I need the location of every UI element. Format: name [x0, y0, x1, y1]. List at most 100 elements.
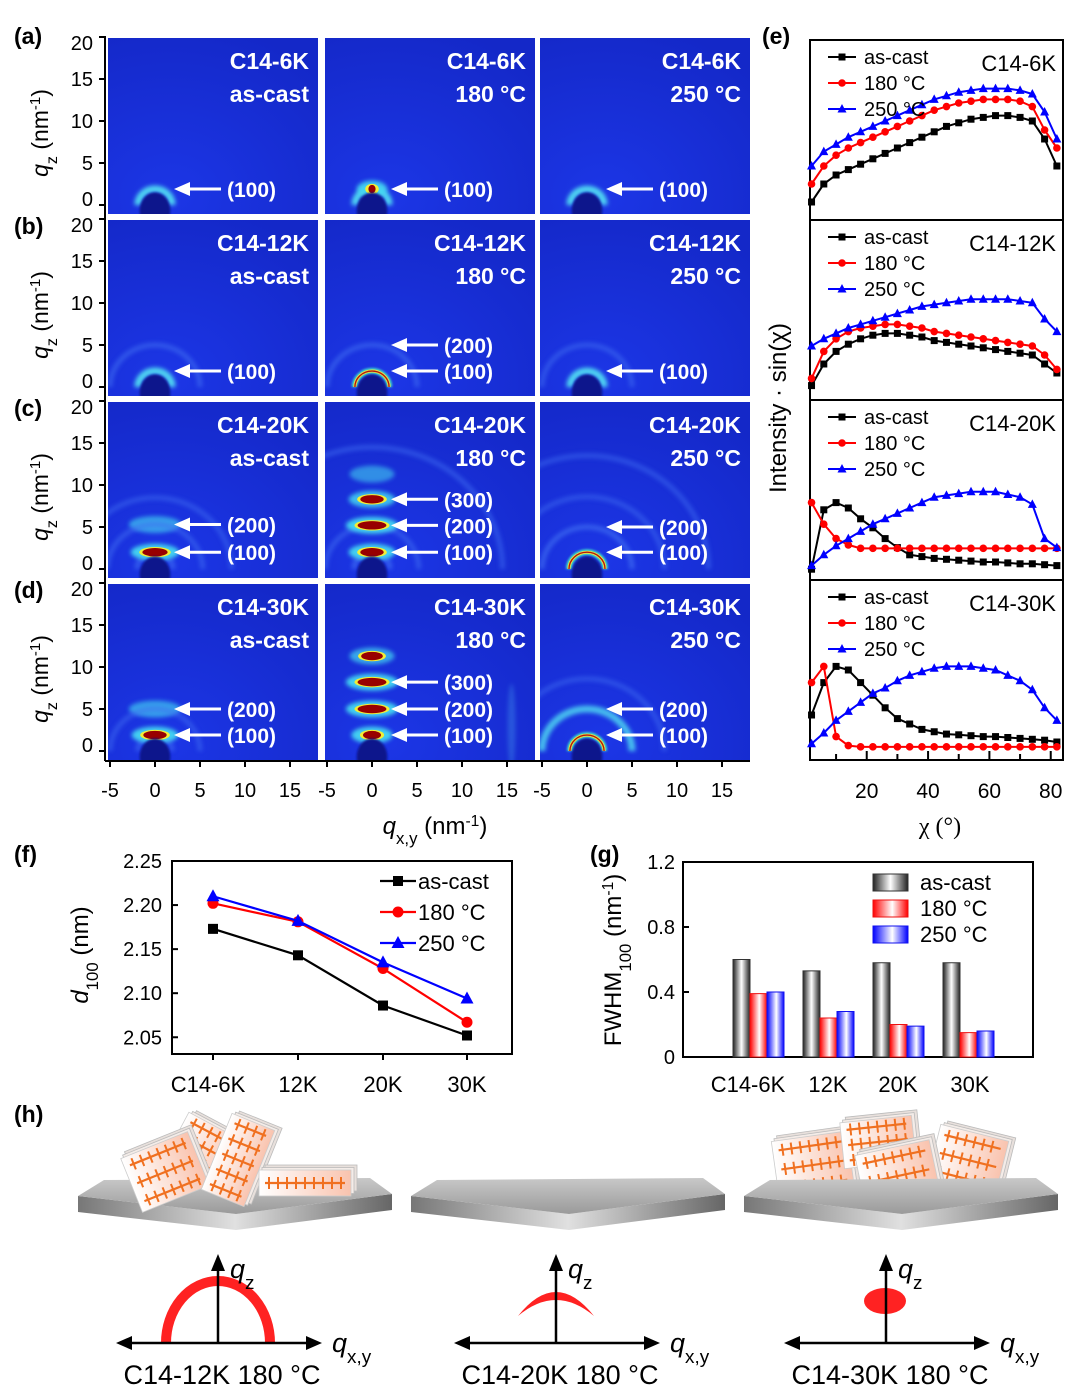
side-chain-tick: [138, 1154, 146, 1167]
data-point-triangle-marker: [892, 675, 902, 685]
data-point-square-marker: [808, 565, 816, 573]
side-chain-tick: [834, 1136, 838, 1149]
data-point-triangle-marker: [807, 738, 817, 748]
data-point-circle-marker: [918, 544, 926, 553]
bar: [766, 991, 785, 1058]
data-point-square-marker: [1028, 560, 1036, 568]
x-tick-label: 0: [366, 780, 377, 802]
data-point-square-marker: [979, 344, 987, 352]
data-point-triangle-marker: [917, 301, 927, 310]
data-point-circle-marker: [832, 151, 840, 159]
giwaxs-panel: C14-30K 180 °C (300) (200) (100): [325, 584, 535, 760]
arrow-left-icon: [606, 545, 622, 560]
side-chain-tick: [884, 1119, 888, 1132]
side-chain-tick: [792, 1161, 797, 1174]
data-point-square-marker: [869, 524, 877, 532]
legend-label: 250 °C: [418, 931, 486, 956]
giwaxs-panel: C14-20K 250 °C (200)(100): [540, 402, 750, 578]
giwaxs-map: [325, 220, 535, 396]
x-tick-label: -5: [101, 780, 119, 802]
data-point-circle-marker: [967, 544, 975, 553]
data-point-triangle-marker: [1052, 326, 1062, 336]
diagram-caption: C14-12K 180 °C: [124, 1360, 321, 1390]
data-point-triangle-marker: [819, 549, 829, 559]
giwaxs-background: [540, 220, 750, 396]
beamstop-shadow: [139, 374, 171, 396]
peak-label: (200): [659, 517, 708, 540]
data-point-square-marker: [857, 335, 865, 343]
side-chain-tick: [224, 1167, 232, 1180]
x-tick-label: 15: [279, 780, 301, 802]
arrow-left-icon: [174, 517, 190, 532]
data-point-circle-marker: [893, 544, 902, 553]
data-point-triangle-marker: [880, 116, 890, 125]
giwaxs-map: [108, 38, 318, 214]
data-point-circle-marker: [869, 544, 877, 553]
side-chain-tick: [214, 1130, 222, 1143]
data-point-circle-marker: [856, 138, 865, 147]
panel-condition: 250 °C: [670, 627, 741, 653]
data-point-triangle: [291, 913, 305, 926]
data-point-square-marker: [942, 122, 950, 130]
arrow-right-icon: [974, 1336, 990, 1350]
data-point-circle-marker: [967, 743, 975, 751]
data-point-triangle-marker: [978, 663, 988, 672]
data-point-triangle-marker: [1003, 670, 1013, 679]
giwaxs-y-axis-label-part: z: [43, 338, 61, 346]
data-point-triangle-marker: [1052, 542, 1062, 552]
data-point-square-marker: [1016, 560, 1024, 568]
giwaxs-map: [540, 38, 750, 214]
data-point-square-marker: [1004, 559, 1012, 567]
side-chain-tick: [958, 1152, 964, 1165]
side-chain-tick: [850, 1138, 854, 1151]
y-tick-label: 0: [82, 371, 93, 393]
data-point-square-marker: [955, 119, 963, 127]
diffraction-spot-core: [361, 651, 383, 661]
legend-swatch: [872, 899, 909, 918]
legend-circle-marker: [392, 906, 404, 918]
data-point-circle-marker: [844, 144, 853, 152]
side-chain-tick: [893, 1118, 897, 1131]
bar: [959, 1032, 978, 1058]
x-tick-label: 5: [194, 780, 205, 802]
legend-label: 250 °C: [864, 99, 925, 121]
giwaxs-y-axis-label-part: q: [27, 164, 53, 177]
giwaxs-background: [108, 220, 318, 396]
data-point-square-marker: [906, 331, 914, 339]
panel-label: (b): [14, 213, 43, 239]
x-tick-label: 40: [916, 780, 939, 803]
data-point-square-marker: [1016, 349, 1024, 357]
pole-figure-panel: as-cast 180 °C 250 °C C14-12K: [807, 219, 1064, 401]
side-chain-tick: [210, 1179, 217, 1192]
qz-label-part: q: [568, 1254, 583, 1284]
data-point-circle-marker: [844, 741, 853, 750]
data-point-triangle-marker: [1052, 715, 1062, 724]
data-point-square-marker: [942, 338, 950, 346]
giwaxs-x-axis-label-part: x,y: [396, 829, 418, 848]
side-chain-tick: [881, 1153, 887, 1166]
data-point-circle-marker: [820, 347, 828, 356]
data-point-circle-marker: [1016, 340, 1024, 349]
y-axis-label: FWHM100 (nm-1): [600, 874, 635, 1047]
data-point-triangle-marker: [868, 121, 878, 130]
data-point-square-marker: [1053, 562, 1061, 570]
arrow-up-icon: [211, 1254, 225, 1271]
pole-figure-panel: as-cast 180 °C 250 °C C14-6K: [807, 39, 1064, 221]
data-point-circle-marker: [942, 102, 951, 111]
x-tick-label: -5: [533, 780, 551, 802]
side-chain-tick: [198, 1122, 206, 1135]
x-tick-label: 15: [711, 780, 733, 802]
data-point-square-marker: [1041, 360, 1049, 368]
data-point-circle-marker: [1040, 126, 1049, 134]
arrow-left-icon: [174, 545, 190, 560]
diffraction-ring: [568, 551, 606, 570]
data-point-triangle-marker: [1040, 107, 1050, 116]
panel-condition: as-cast: [230, 627, 310, 653]
data-point-square-marker: [820, 506, 828, 514]
peak-label: (100): [659, 361, 708, 384]
beamstop-shadow: [356, 192, 388, 214]
side-chain-tick: [146, 1172, 153, 1185]
data-point-triangle-marker: [1052, 134, 1062, 143]
giwaxs-y-axis-label-part: (nm: [27, 292, 53, 338]
data-point-triangle-marker: [917, 99, 927, 109]
